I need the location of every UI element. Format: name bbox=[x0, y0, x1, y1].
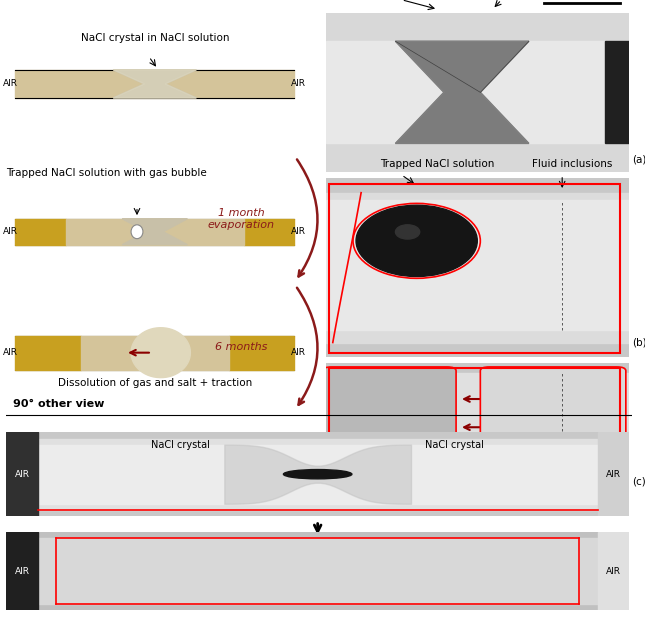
Polygon shape bbox=[326, 13, 629, 172]
Text: AIR: AIR bbox=[291, 80, 306, 88]
Polygon shape bbox=[37, 439, 598, 510]
Text: NaCl crystal: NaCl crystal bbox=[425, 439, 484, 449]
Text: 200 μm: 200 μm bbox=[502, 505, 540, 514]
Text: Trapped NaCl solution with gas bubble: Trapped NaCl solution with gas bubble bbox=[6, 168, 207, 178]
Text: NaCl crystal: NaCl crystal bbox=[152, 439, 210, 449]
Polygon shape bbox=[244, 218, 294, 245]
Text: Dissolution of gas and salt + traction: Dissolution of gas and salt + traction bbox=[57, 377, 252, 387]
Polygon shape bbox=[326, 178, 629, 357]
Polygon shape bbox=[114, 70, 196, 98]
Text: (c): (c) bbox=[609, 593, 622, 603]
Polygon shape bbox=[15, 336, 81, 370]
Polygon shape bbox=[37, 538, 598, 604]
Polygon shape bbox=[395, 41, 529, 143]
Polygon shape bbox=[122, 218, 188, 245]
Circle shape bbox=[131, 225, 143, 239]
Polygon shape bbox=[66, 218, 244, 245]
Polygon shape bbox=[604, 41, 629, 143]
Polygon shape bbox=[6, 432, 629, 516]
Polygon shape bbox=[598, 432, 629, 516]
Text: 6 months: 6 months bbox=[215, 342, 268, 352]
Text: AIR: AIR bbox=[291, 227, 306, 236]
Polygon shape bbox=[395, 41, 529, 143]
Polygon shape bbox=[326, 13, 629, 41]
Text: (b): (b) bbox=[608, 499, 622, 509]
Polygon shape bbox=[326, 373, 629, 481]
Polygon shape bbox=[326, 143, 629, 172]
Text: AIR: AIR bbox=[14, 567, 30, 576]
Polygon shape bbox=[15, 218, 66, 245]
Polygon shape bbox=[229, 336, 294, 370]
Circle shape bbox=[395, 225, 420, 239]
Circle shape bbox=[356, 205, 477, 277]
Text: AIR: AIR bbox=[14, 470, 30, 479]
Text: Trapped NaCl solution: Trapped NaCl solution bbox=[381, 160, 495, 170]
Text: (a): (a) bbox=[632, 155, 645, 165]
Text: NaCl crystal in NaCl solution: NaCl crystal in NaCl solution bbox=[81, 33, 229, 43]
Polygon shape bbox=[131, 328, 190, 377]
Polygon shape bbox=[15, 70, 294, 98]
Polygon shape bbox=[81, 336, 229, 370]
Text: (b): (b) bbox=[632, 337, 645, 347]
Polygon shape bbox=[326, 200, 629, 330]
Text: AIR: AIR bbox=[3, 348, 19, 357]
Text: AIR: AIR bbox=[606, 470, 621, 479]
Text: AIR: AIR bbox=[3, 80, 19, 88]
Polygon shape bbox=[6, 432, 37, 516]
Text: AIR: AIR bbox=[606, 567, 621, 576]
Polygon shape bbox=[6, 532, 37, 610]
Polygon shape bbox=[6, 532, 629, 610]
Polygon shape bbox=[598, 532, 629, 610]
Polygon shape bbox=[114, 70, 196, 98]
Polygon shape bbox=[326, 363, 629, 491]
FancyBboxPatch shape bbox=[481, 367, 626, 488]
Circle shape bbox=[283, 470, 352, 479]
Polygon shape bbox=[37, 444, 598, 504]
Text: AIR: AIR bbox=[291, 348, 306, 357]
Text: 90° other view: 90° other view bbox=[13, 399, 104, 409]
Text: 1 month
evaporation: 1 month evaporation bbox=[208, 208, 275, 230]
Text: AIR: AIR bbox=[3, 227, 19, 236]
FancyBboxPatch shape bbox=[322, 367, 456, 488]
Polygon shape bbox=[326, 41, 629, 143]
Text: Fluid inclusions: Fluid inclusions bbox=[532, 160, 612, 170]
Polygon shape bbox=[326, 193, 629, 342]
Text: (c): (c) bbox=[632, 476, 645, 486]
